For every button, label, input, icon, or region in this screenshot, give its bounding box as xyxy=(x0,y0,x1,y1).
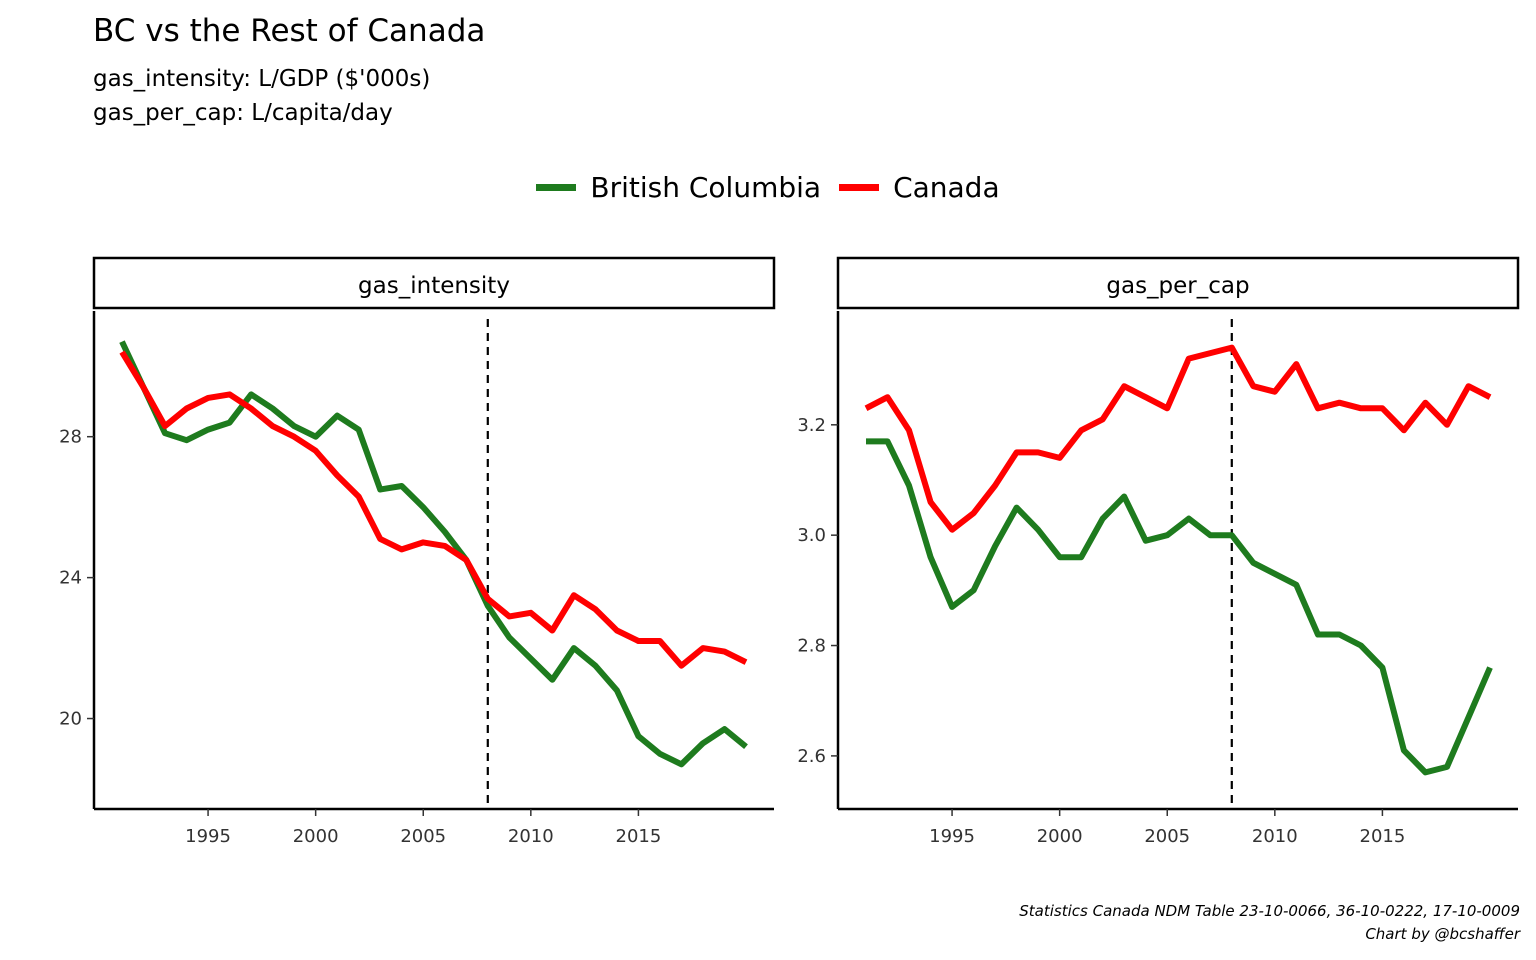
facet-strip-label: gas_intensity xyxy=(358,273,510,299)
legend-label-bc: British Columbia xyxy=(590,170,822,204)
series-line-bc xyxy=(866,438,1493,776)
y-tick-label-3.2: 3.2 xyxy=(797,415,826,436)
facet-strip-gas_per_cap xyxy=(836,256,1520,310)
y-tick-label-20: 20 xyxy=(59,709,82,730)
caption-source: Statistics Canada NDM Table 23-10-0066, … xyxy=(1019,902,1520,920)
legend-key-bc xyxy=(536,183,577,191)
x-tick-label-2005: 2005 xyxy=(400,826,446,847)
x-tick-label-2005: 2005 xyxy=(1144,826,1190,847)
facet-panel-gas_intensity: gas_intensity 1995 2000 2005 2010 2015 20 24 28 xyxy=(59,256,776,847)
x-tick-label-2010: 2010 xyxy=(1252,826,1298,847)
subtitle-line-per-cap: gas_per_cap: L/capita/day xyxy=(93,100,393,126)
caption-credit: Chart by @bcshaffer xyxy=(1365,925,1520,943)
series-line-canada xyxy=(864,344,1492,533)
x-tick-label-2015: 2015 xyxy=(1360,826,1406,847)
legend: British Columbia Canada xyxy=(0,164,1536,210)
y-tick-label-2.8: 2.8 xyxy=(797,636,826,657)
chart-subtitle: gas_intensity: L/GDP ($'000s) gas_per_ca… xyxy=(93,62,430,130)
series-line-bc xyxy=(119,340,748,768)
y-tick-label-2.6: 2.6 xyxy=(797,746,826,767)
legend-label-canada: Canada xyxy=(893,170,1000,204)
chart-title: BC vs the Rest of Canada xyxy=(93,13,486,49)
y-tick-label-28: 28 xyxy=(59,427,82,448)
y-tick-label-24: 24 xyxy=(59,568,82,589)
y-tick-label-3: 3.0 xyxy=(797,525,826,546)
legend-item-canada: Canada xyxy=(839,171,1000,204)
facet-panel-gas_per_cap: gas_per_cap 1995 2000 2005 2010 2015 2.6 2.8 3.0… xyxy=(797,256,1520,847)
x-tick-label-2015: 2015 xyxy=(616,826,662,847)
series-line-canada xyxy=(119,350,748,669)
legend-key-canada xyxy=(839,183,880,191)
x-tick-label-2010: 2010 xyxy=(508,826,554,847)
caption: Statistics Canada NDM Table 23-10-0066, … xyxy=(1019,900,1520,946)
legend-item-bc: British Columbia xyxy=(536,171,821,204)
facet-strip-label: gas_per_cap xyxy=(1106,273,1249,299)
x-tick-label-1995: 1995 xyxy=(929,826,975,847)
facet-strip-gas_intensity xyxy=(92,256,776,310)
x-tick-label-2000: 2000 xyxy=(1037,826,1083,847)
x-tick-label-2000: 2000 xyxy=(293,826,339,847)
subtitle-line-intensity: gas_intensity: L/GDP ($'000s) xyxy=(93,66,431,92)
x-tick-label-1995: 1995 xyxy=(185,826,231,847)
